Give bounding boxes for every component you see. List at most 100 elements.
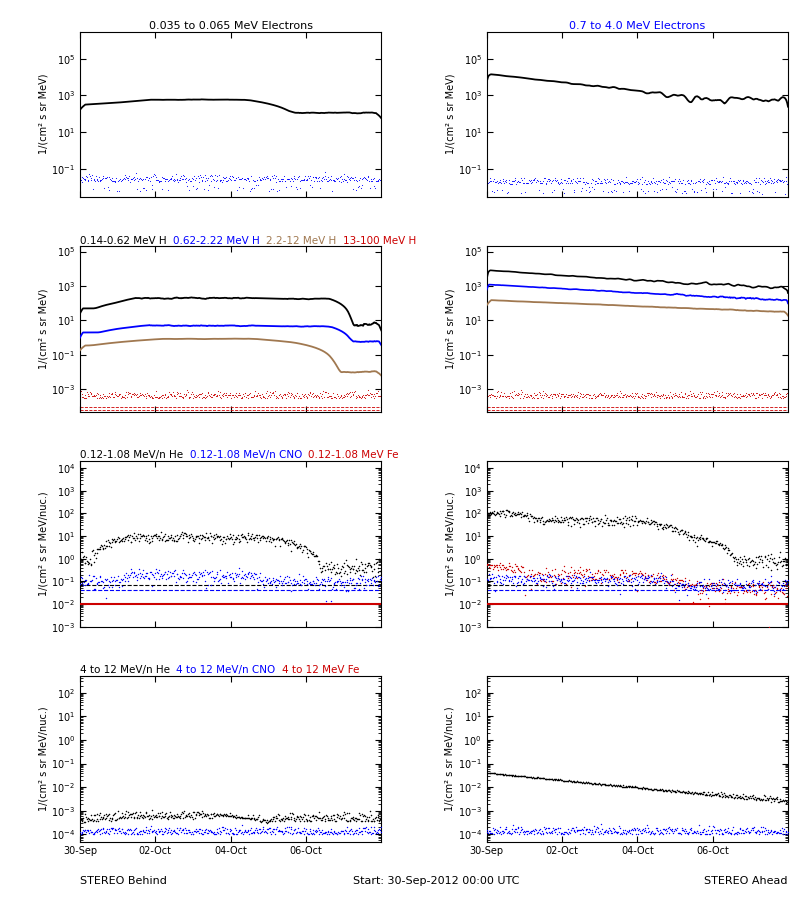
Point: [666, 579, 678, 593]
Point: [632, 389, 645, 403]
Point: [264, 530, 277, 544]
Point: [682, 576, 694, 590]
Point: [530, 576, 543, 590]
Point: [618, 779, 630, 794]
Point: [500, 390, 513, 404]
Point: [483, 571, 496, 585]
Point: [718, 591, 731, 606]
Point: [518, 389, 531, 403]
Point: [724, 579, 737, 593]
Point: [627, 780, 640, 795]
Point: [110, 534, 122, 548]
Point: [148, 390, 161, 404]
Point: [694, 575, 707, 590]
Point: [640, 780, 653, 795]
Point: [180, 175, 193, 189]
Point: [270, 580, 282, 594]
Point: [744, 389, 757, 403]
Point: [758, 824, 770, 839]
Point: [141, 534, 154, 548]
Point: [165, 807, 178, 822]
Point: [142, 808, 155, 823]
Point: [337, 578, 350, 592]
Point: [250, 389, 262, 403]
Point: [563, 773, 576, 788]
Point: [198, 390, 210, 404]
Point: [730, 554, 743, 569]
Point: [546, 569, 559, 583]
Point: [484, 826, 497, 841]
Point: [515, 383, 528, 398]
Point: [663, 577, 676, 591]
Point: [608, 778, 621, 793]
Point: [642, 824, 655, 838]
Point: [121, 529, 134, 544]
Point: [500, 768, 513, 782]
Point: [186, 385, 198, 400]
Point: [345, 575, 358, 590]
Point: [750, 184, 763, 198]
Point: [706, 173, 718, 187]
Point: [698, 579, 710, 593]
Point: [630, 821, 643, 835]
Point: [176, 823, 189, 837]
Point: [255, 814, 268, 829]
Point: [182, 173, 194, 187]
Point: [582, 184, 595, 199]
Point: [249, 567, 262, 581]
Point: [95, 391, 108, 405]
Point: [346, 811, 358, 825]
Point: [689, 391, 702, 405]
Point: [210, 174, 222, 188]
Point: [282, 389, 294, 403]
Point: [622, 510, 635, 525]
Point: [178, 804, 190, 818]
Point: [170, 567, 183, 581]
Point: [598, 562, 610, 577]
Point: [139, 569, 152, 583]
Point: [499, 568, 512, 582]
Point: [689, 582, 702, 597]
Point: [622, 572, 635, 587]
Point: [600, 572, 613, 586]
Point: [658, 176, 670, 190]
Point: [252, 385, 265, 400]
Point: [514, 564, 526, 579]
Point: [489, 389, 502, 403]
Point: [300, 545, 313, 560]
Point: [545, 772, 558, 787]
Point: [338, 389, 351, 403]
Point: [629, 175, 642, 189]
Point: [299, 540, 312, 554]
Point: [314, 181, 326, 195]
Point: [125, 810, 138, 824]
Point: [311, 822, 324, 836]
Point: [754, 582, 766, 597]
Point: [668, 172, 681, 186]
Point: [654, 173, 667, 187]
Point: [588, 514, 601, 528]
Point: [655, 182, 668, 196]
Point: [654, 569, 666, 583]
Point: [360, 578, 373, 592]
Point: [309, 169, 322, 184]
Point: [508, 569, 521, 583]
Point: [730, 579, 743, 593]
Point: [88, 569, 101, 583]
Point: [300, 813, 313, 827]
Point: [757, 575, 770, 590]
Point: [663, 518, 676, 533]
Point: [628, 572, 641, 587]
Point: [578, 572, 591, 586]
Point: [724, 546, 737, 561]
Point: [101, 169, 114, 184]
Point: [76, 576, 89, 590]
Point: [606, 518, 618, 532]
Point: [161, 567, 174, 581]
Point: [356, 573, 369, 588]
Point: [263, 825, 276, 840]
Point: [613, 176, 626, 190]
Point: [203, 565, 216, 580]
Point: [568, 513, 581, 527]
Point: [506, 391, 519, 405]
